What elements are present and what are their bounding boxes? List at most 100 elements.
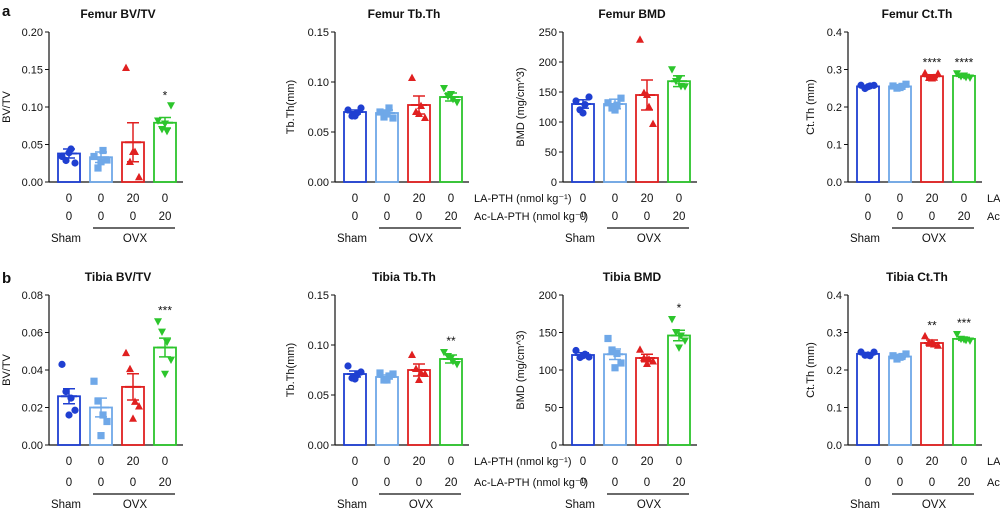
condition-value: 0 bbox=[66, 193, 72, 205]
y-tick-label: 100 bbox=[539, 365, 557, 377]
data-point bbox=[62, 388, 70, 396]
condition-value: 0 bbox=[612, 211, 618, 223]
chart-title: Tibia Ct.Th bbox=[886, 270, 948, 284]
data-point bbox=[928, 74, 936, 82]
y-tick-label: 0.10 bbox=[308, 340, 329, 352]
y-axis-label: Ct.Th (mm) bbox=[805, 79, 817, 135]
bar bbox=[153, 346, 177, 446]
y-axis-label: BV/TV bbox=[1, 353, 13, 385]
bar bbox=[952, 74, 976, 183]
y-tick-label: 0.00 bbox=[308, 440, 329, 452]
condition-value: 20 bbox=[445, 477, 458, 489]
y-tick-label: 0.2 bbox=[827, 102, 842, 114]
data-point bbox=[163, 128, 171, 136]
data-point bbox=[675, 75, 683, 83]
bar bbox=[888, 85, 912, 183]
data-point bbox=[389, 114, 397, 122]
condition-value: 0 bbox=[961, 193, 967, 205]
bar bbox=[667, 80, 691, 183]
data-point bbox=[649, 357, 657, 365]
y-tick-label: 250 bbox=[539, 27, 557, 39]
panel-letter-b: b bbox=[2, 270, 11, 287]
data-point bbox=[131, 397, 139, 405]
data-point bbox=[376, 369, 384, 377]
y-tick-label: 0.3 bbox=[827, 328, 842, 340]
data-point bbox=[376, 108, 384, 116]
data-point bbox=[344, 106, 352, 114]
condition-row-label: LA-PTH (nmol kg⁻¹) bbox=[474, 193, 572, 205]
bar bbox=[343, 373, 367, 446]
y-tick-label: 0.05 bbox=[308, 127, 329, 139]
y-tick-label: 0.15 bbox=[22, 65, 43, 77]
y-tick-label: 0.06 bbox=[22, 328, 43, 340]
data-point bbox=[608, 346, 616, 354]
data-point bbox=[870, 81, 878, 89]
condition-value: 0 bbox=[897, 211, 903, 223]
data-point bbox=[604, 99, 612, 107]
data-point bbox=[681, 337, 689, 345]
group-label-ovx: OVX bbox=[922, 233, 947, 245]
y-tick-label: 0.04 bbox=[22, 365, 43, 377]
y-tick-label: 200 bbox=[539, 57, 557, 69]
y-tick-label: 50 bbox=[545, 147, 557, 159]
data-point bbox=[613, 101, 621, 109]
data-point bbox=[163, 338, 171, 347]
condition-value: 20 bbox=[958, 211, 971, 223]
condition-value: 0 bbox=[929, 477, 935, 489]
y-tick-label: 0.00 bbox=[22, 177, 43, 189]
data-point bbox=[65, 411, 73, 419]
data-point bbox=[636, 345, 644, 353]
data-point bbox=[385, 372, 393, 380]
group-label-ovx: OVX bbox=[123, 499, 148, 511]
y-tick-label: 150 bbox=[539, 87, 557, 99]
y-axis-label: BMD (mg/cm^3) bbox=[515, 330, 527, 409]
y-axis-label: BV/TV bbox=[1, 90, 13, 122]
y-tick-label: 0.05 bbox=[22, 140, 43, 152]
condition-value: 20 bbox=[673, 477, 686, 489]
data-point bbox=[357, 104, 365, 112]
data-point bbox=[579, 109, 587, 117]
data-point bbox=[122, 63, 130, 71]
chart-title: Tibia BMD bbox=[603, 270, 662, 284]
condition-value: 0 bbox=[580, 211, 586, 223]
chart-femur-tb-th: Femur Tb.Th Tb.Th(mm) 0.00 0.05 0.10 0.15 0 0 20… bbox=[285, 7, 588, 245]
condition-value: 0 bbox=[98, 193, 104, 205]
data-point bbox=[389, 370, 397, 378]
group-label-sham: Sham bbox=[51, 233, 81, 245]
data-point bbox=[415, 375, 423, 383]
significance-label: **** bbox=[955, 55, 974, 69]
data-point bbox=[440, 85, 448, 93]
data-point bbox=[864, 83, 872, 91]
condition-value: 20 bbox=[673, 211, 686, 223]
y-tick-label: 200 bbox=[539, 290, 557, 302]
y-tick-label: 0.3 bbox=[827, 65, 842, 77]
significance-label: *** bbox=[957, 316, 971, 330]
condition-value: 0 bbox=[66, 211, 72, 223]
group-label-sham: Sham bbox=[850, 233, 880, 245]
data-point bbox=[415, 109, 423, 117]
data-point bbox=[383, 376, 391, 384]
data-point bbox=[581, 101, 589, 109]
data-point bbox=[966, 74, 974, 82]
chart-title: Femur BV/TV bbox=[80, 7, 155, 21]
y-tick-label: 0.15 bbox=[308, 290, 329, 302]
data-point bbox=[453, 99, 461, 107]
group-label-sham: Sham bbox=[337, 499, 367, 511]
condition-value: 0 bbox=[676, 456, 682, 468]
data-point bbox=[154, 318, 162, 326]
group-label-ovx: OVX bbox=[409, 233, 434, 245]
condition-value: 0 bbox=[384, 193, 390, 205]
data-point bbox=[902, 80, 910, 88]
data-point bbox=[960, 336, 968, 344]
condition-value: 0 bbox=[897, 456, 903, 468]
data-point bbox=[572, 346, 580, 355]
condition-value: 0 bbox=[580, 456, 586, 468]
condition-value: 0 bbox=[416, 211, 422, 223]
data-point bbox=[103, 417, 111, 426]
y-tick-label: 0.00 bbox=[308, 177, 329, 189]
condition-value: 0 bbox=[897, 193, 903, 205]
y-axis-label: Ct.Th (mm) bbox=[805, 342, 817, 398]
